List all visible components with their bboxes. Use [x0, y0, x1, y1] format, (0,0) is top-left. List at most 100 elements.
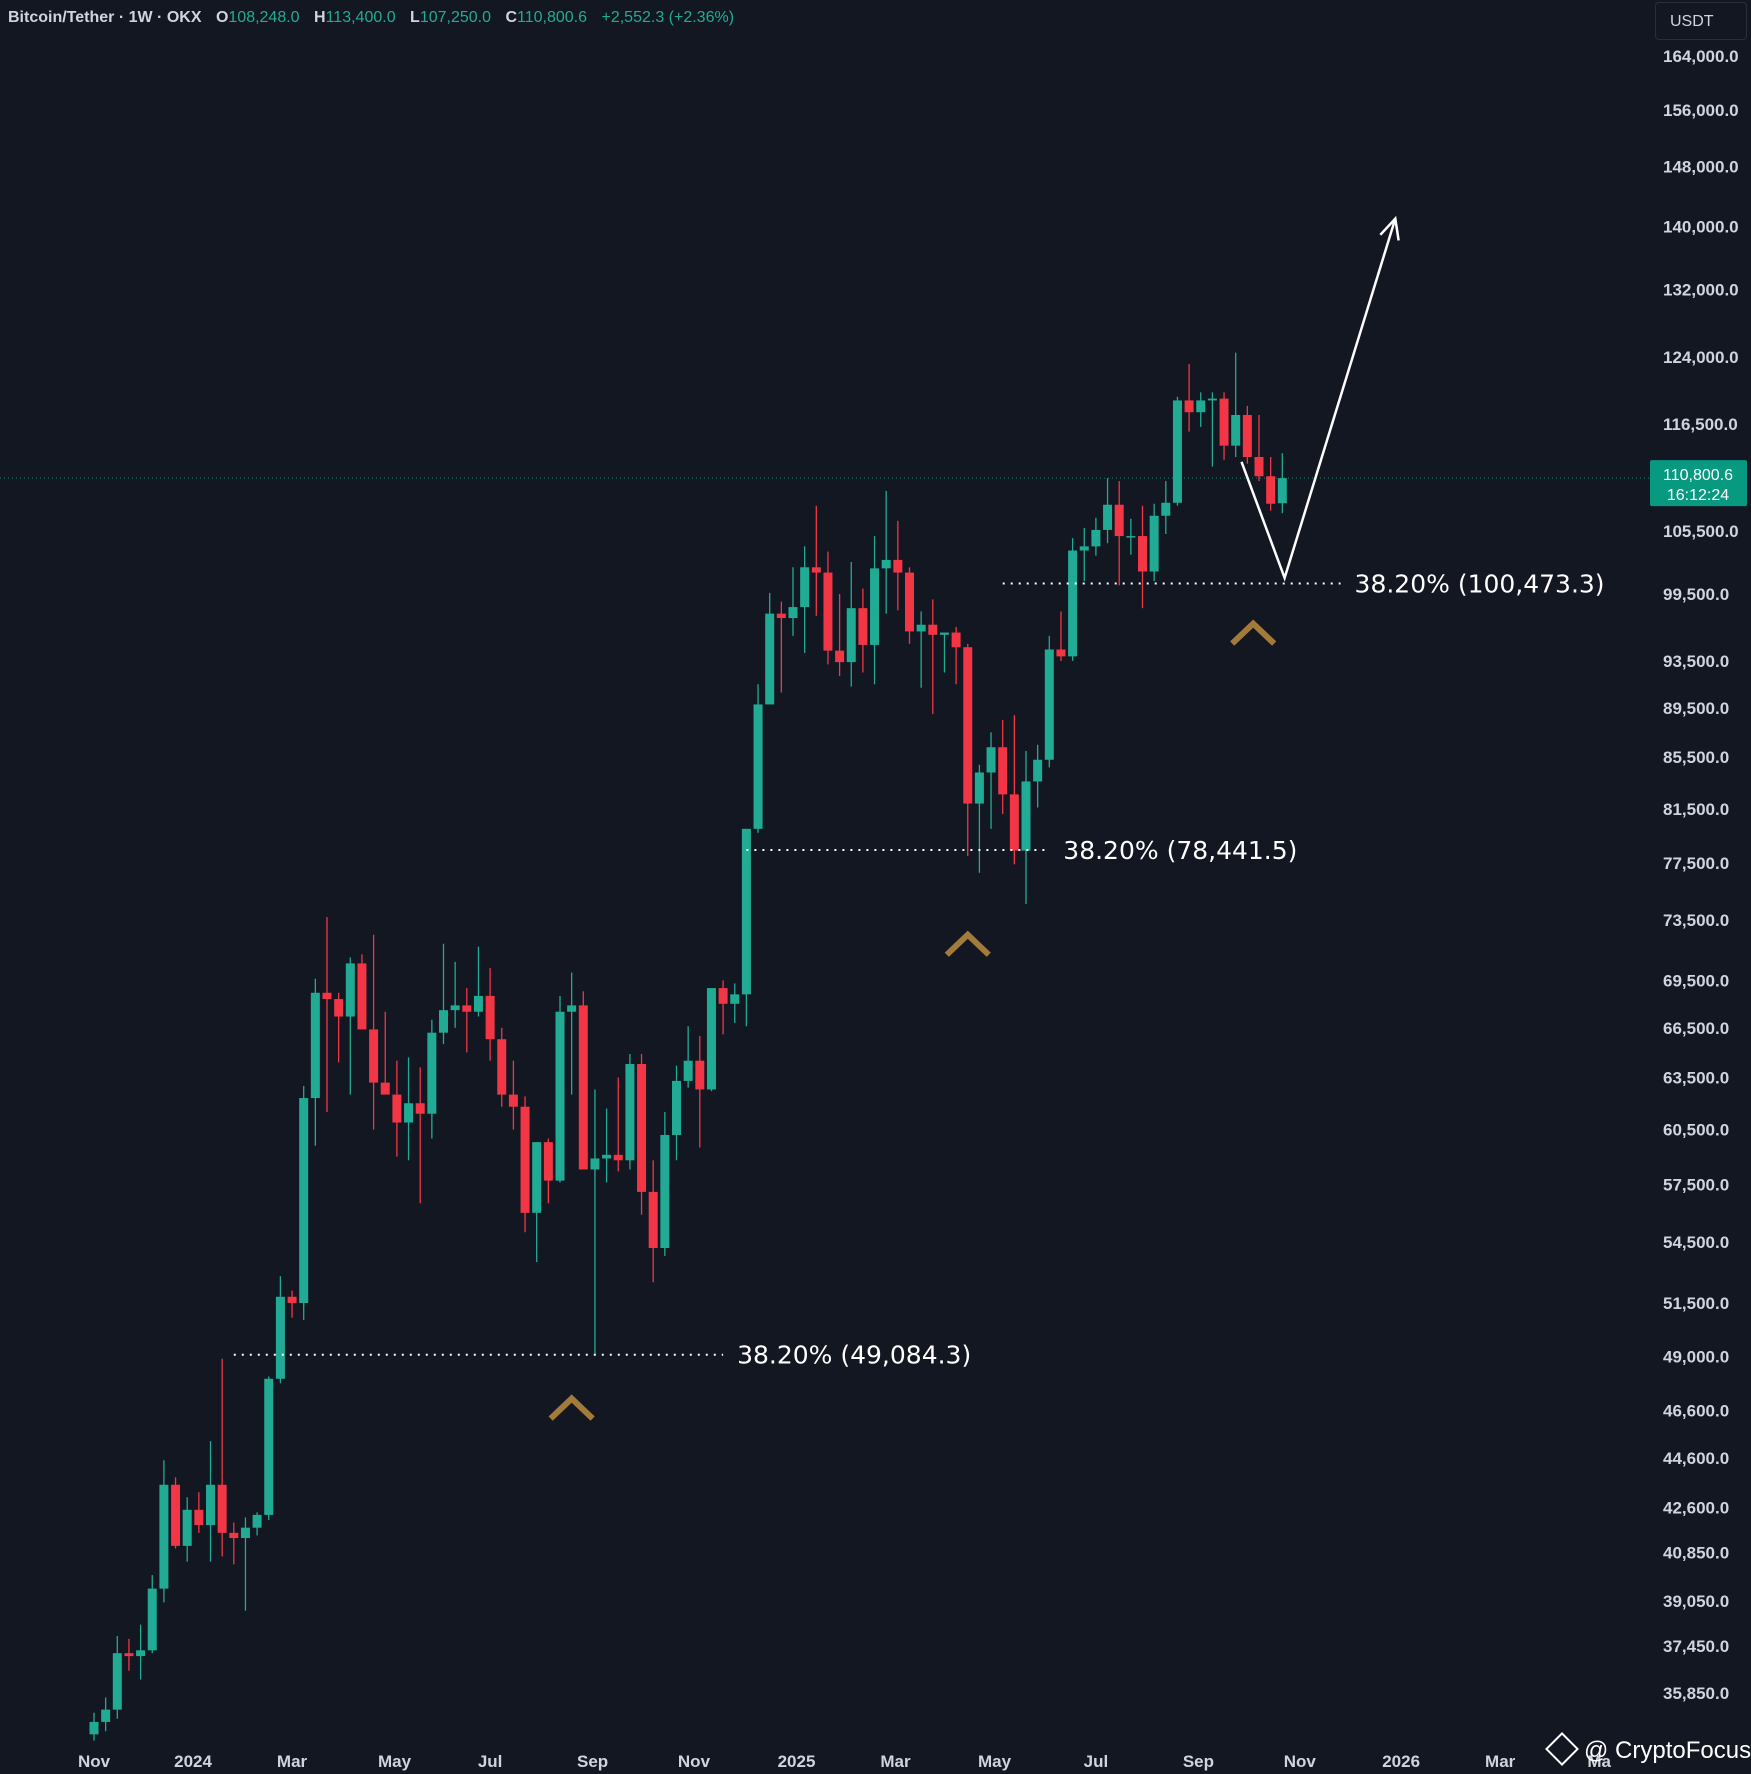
y-tick-label: 89,500.0 [1663, 699, 1729, 718]
high-value: 113,400.0 [325, 9, 396, 26]
y-tick-label: 156,000.0 [1663, 101, 1739, 120]
projection-path [1240, 218, 1397, 582]
candle-body [439, 1010, 448, 1033]
candle-body [1184, 400, 1194, 413]
close-key: C [505, 9, 518, 26]
support-chevron-icon [944, 930, 991, 957]
candle-body [240, 1527, 250, 1539]
candle-body [322, 992, 332, 1000]
candle-body [171, 1484, 181, 1546]
candle-body [1033, 759, 1043, 782]
candle-body [916, 624, 926, 632]
candle-body [89, 1721, 99, 1735]
candle-body [147, 1588, 157, 1651]
y-tick-label: 54,500.0 [1663, 1233, 1729, 1252]
y-tick-label: 85,500.0 [1663, 748, 1729, 767]
y-tick-label: 63,500.0 [1663, 1069, 1729, 1088]
candle-body [1161, 502, 1171, 516]
y-tick-label: 105,500.0 [1663, 522, 1739, 541]
fib-level-label: 38.20% (49,084.3) [737, 1341, 971, 1370]
candle-body [287, 1296, 297, 1304]
candle-body [555, 1011, 565, 1181]
current-price-badge: 110,800.6 16:12:24 [1650, 460, 1747, 507]
low-key: L [410, 9, 420, 26]
candle-body [101, 1709, 111, 1722]
candle-body [998, 747, 1008, 795]
candle-body [124, 1653, 134, 1657]
candle-body [450, 1005, 460, 1011]
price-axis[interactable]: 164,000.0 156,000.0 148,000.0 140,000.0 132,… [1650, 0, 1751, 1774]
candle-body [672, 1080, 681, 1135]
y-tick-label: 140,000.0 [1663, 217, 1739, 236]
candle-body [229, 1532, 239, 1539]
candle-body [1009, 794, 1019, 851]
candle-body [846, 608, 856, 663]
support-markers [548, 619, 1277, 1421]
candle-body [1196, 400, 1206, 413]
x-tick-label: May [978, 1752, 1012, 1771]
logo-icon [1545, 1731, 1579, 1766]
candle-body [1149, 515, 1159, 572]
candle-body [753, 704, 763, 829]
candle-body [800, 567, 810, 608]
candle-body [881, 559, 891, 569]
y-tick-label: 132,000.0 [1663, 281, 1739, 300]
open-value: 108,248.0 [228, 9, 300, 26]
candle-body [1138, 536, 1147, 572]
candle-body [905, 572, 914, 632]
legend-header: Bitcoin/Tether · 1W · OKX O108,248.0 H11… [8, 9, 734, 27]
candle-body [404, 1103, 414, 1123]
x-tick-label: Sep [577, 1752, 608, 1771]
candle-body [730, 994, 740, 1004]
candle-body [1114, 504, 1124, 537]
y-tick-label: 44,600.0 [1663, 1449, 1729, 1468]
candle-body [473, 995, 483, 1012]
currency-button[interactable]: USDT [1655, 2, 1747, 40]
time-axis[interactable]: Nov 2024 Mar May Jul Sep Nov 2025 Mar May Jul Sep No… [78, 1752, 1612, 1771]
candle-body [893, 559, 903, 573]
candle-body [112, 1653, 122, 1710]
candle-body [870, 568, 880, 645]
y-tick-label: 77,500.0 [1663, 854, 1729, 873]
candle-body [427, 1032, 437, 1114]
candles [89, 352, 1287, 1741]
open-key: O [215, 9, 229, 26]
candle-body [1266, 476, 1276, 504]
watermark: @ CryptoFocus [1545, 1731, 1751, 1766]
candle-body [613, 1154, 623, 1161]
y-tick-label: 37,450.0 [1663, 1637, 1729, 1656]
candle-body [974, 772, 984, 804]
y-tick-label: 124,000.0 [1663, 348, 1739, 367]
candle-body [1254, 457, 1264, 477]
candle-body [625, 1064, 635, 1161]
price-badge-value: 110,800.6 [1663, 467, 1733, 484]
candle-body [194, 1509, 204, 1526]
y-tick-label: 60,500.0 [1663, 1121, 1729, 1140]
fib-levels: 38.20% (49,084.3) 38.20% (78,441.5) 38.20%… [233, 570, 1605, 1370]
x-tick-label: May [378, 1752, 412, 1771]
candle-body [485, 995, 495, 1040]
symbol-title[interactable]: Bitcoin/Tether · 1W · OKX [8, 9, 202, 26]
candle-body [928, 624, 938, 635]
y-tick-label: 51,500.0 [1663, 1294, 1729, 1313]
candle-body [1207, 398, 1217, 401]
candle-body [986, 747, 996, 773]
x-tick-label: Mar [277, 1752, 308, 1771]
candle-body [718, 988, 728, 1004]
candle-body [788, 607, 798, 619]
candle-body [939, 632, 949, 635]
candle-body [299, 1098, 309, 1304]
high-key: H [314, 9, 326, 26]
x-tick-label: 2026 [1382, 1752, 1420, 1771]
candle-body [765, 613, 775, 705]
price-badge-countdown: 16:12:24 [1667, 487, 1729, 504]
y-tick-label: 93,500.0 [1663, 652, 1729, 671]
candle-body [159, 1484, 169, 1589]
candle-body [590, 1158, 600, 1170]
y-tick-label: 42,600.0 [1663, 1498, 1729, 1517]
candle-body [1068, 550, 1078, 657]
candle-body [683, 1060, 693, 1081]
candle-body [520, 1106, 530, 1213]
x-tick-label: Mar [1485, 1752, 1516, 1771]
